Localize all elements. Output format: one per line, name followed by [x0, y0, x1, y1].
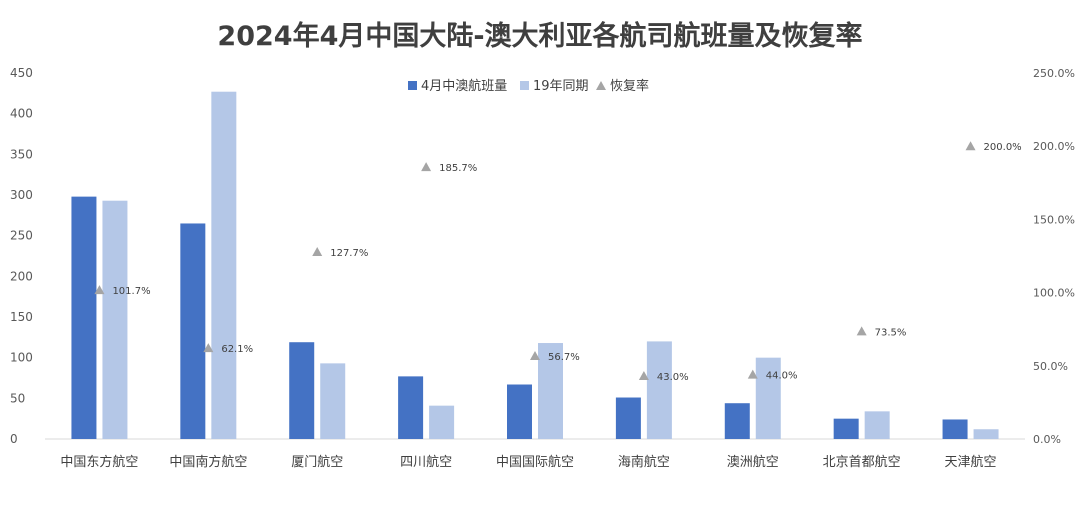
bar-2019: [429, 405, 455, 439]
bar-current: [615, 397, 641, 439]
y-right-tick-label: 100.0%: [1033, 287, 1075, 300]
legend-swatch-current: [408, 81, 417, 90]
x-category-label: 天津航空: [945, 454, 997, 470]
legend-marker-recovery: [596, 81, 606, 90]
y-right-tick-label: 0.0%: [1033, 433, 1061, 446]
y-left-tick-label: 450: [10, 66, 33, 80]
bar-2019: [646, 341, 672, 439]
recovery-data-label: 73.5%: [875, 327, 907, 338]
y-left-tick-label: 100: [10, 351, 33, 365]
y-left-tick-label: 50: [10, 391, 25, 405]
bar-current: [398, 376, 424, 439]
recovery-marker: [312, 247, 323, 257]
bar-current: [507, 384, 532, 439]
y-left-tick-label: 400: [10, 107, 33, 121]
y-left-tick-label: 150: [10, 310, 33, 324]
y-left-tick-label: 350: [10, 147, 33, 161]
bar-2019: [102, 200, 128, 439]
x-category-label: 中国东方航空: [60, 454, 138, 470]
chart-title: 2024年4月中国大陆-澳大利亚各航司航班量及恢复率: [217, 21, 863, 52]
x-category-label: 中国南方航空: [169, 454, 247, 470]
bar-2019: [755, 357, 781, 439]
bar-current: [833, 418, 859, 439]
bar-2019: [538, 343, 563, 439]
recovery-data-label: 200.0%: [984, 142, 1022, 153]
recovery-data-label: 101.7%: [112, 286, 150, 297]
recovery-marker: [421, 162, 432, 172]
recovery-data-label: 44.0%: [766, 371, 798, 382]
x-category-label: 海南航空: [618, 454, 670, 470]
recovery-data-label: 127.7%: [330, 248, 368, 259]
bar-current: [289, 342, 315, 439]
y-right-tick-label: 50.0%: [1033, 360, 1068, 373]
x-category-label: 北京首都航空: [823, 454, 901, 470]
y-right-tick-label: 250.0%: [1033, 67, 1075, 80]
recovery-marker: [856, 326, 867, 336]
y-left-tick-label: 0: [10, 432, 18, 446]
y-right-tick-label: 150.0%: [1033, 213, 1075, 226]
y-left-tick-label: 200: [10, 269, 33, 283]
recovery-data-label: 185.7%: [439, 163, 477, 174]
bar-2019: [864, 411, 890, 439]
bar-current: [724, 403, 750, 439]
y-left-tick-label: 250: [10, 229, 33, 243]
legend-label-2019: 19年同期: [533, 79, 589, 94]
recovery-marker: [203, 343, 214, 353]
recovery-marker: [638, 371, 649, 381]
recovery-marker: [530, 350, 540, 360]
x-category-label: 厦门航空: [291, 454, 343, 470]
x-category-label: 澳洲航空: [727, 454, 779, 470]
recovery-data-label: 43.0%: [657, 372, 689, 383]
recovery-data-label: 62.1%: [221, 344, 253, 355]
recovery-marker: [94, 285, 105, 295]
legend-swatch-2019: [520, 81, 529, 90]
recovery-data-label: 56.7%: [548, 352, 580, 363]
bar-2019: [320, 363, 346, 439]
bar-current: [71, 196, 97, 439]
bar-2019: [973, 429, 999, 439]
legend-label-current: 4月中澳航班量: [421, 78, 507, 94]
bar-2019: [211, 91, 237, 439]
x-category-label: 中国国际航空: [496, 454, 574, 470]
bar-current: [942, 419, 968, 439]
recovery-marker: [747, 369, 758, 379]
x-category-label: 四川航空: [400, 454, 452, 470]
bar-current: [180, 223, 206, 439]
legend-label-recovery: 恢复率: [610, 78, 649, 94]
y-right-tick-label: 200.0%: [1033, 140, 1075, 153]
recovery-marker: [965, 141, 976, 151]
y-left-tick-label: 300: [10, 188, 33, 202]
